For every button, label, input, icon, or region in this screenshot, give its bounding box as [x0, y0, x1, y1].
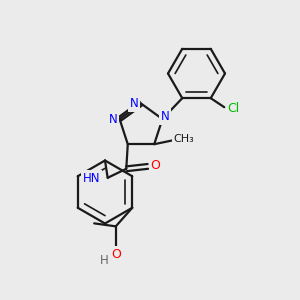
Text: HN: HN — [83, 172, 100, 185]
Text: N: N — [161, 110, 170, 123]
Text: O: O — [150, 159, 160, 172]
Text: Cl: Cl — [228, 102, 240, 115]
Text: O: O — [111, 248, 121, 261]
Text: N: N — [130, 97, 139, 110]
Text: N: N — [109, 112, 117, 125]
Text: H: H — [100, 254, 109, 267]
Text: CH₃: CH₃ — [174, 134, 195, 144]
